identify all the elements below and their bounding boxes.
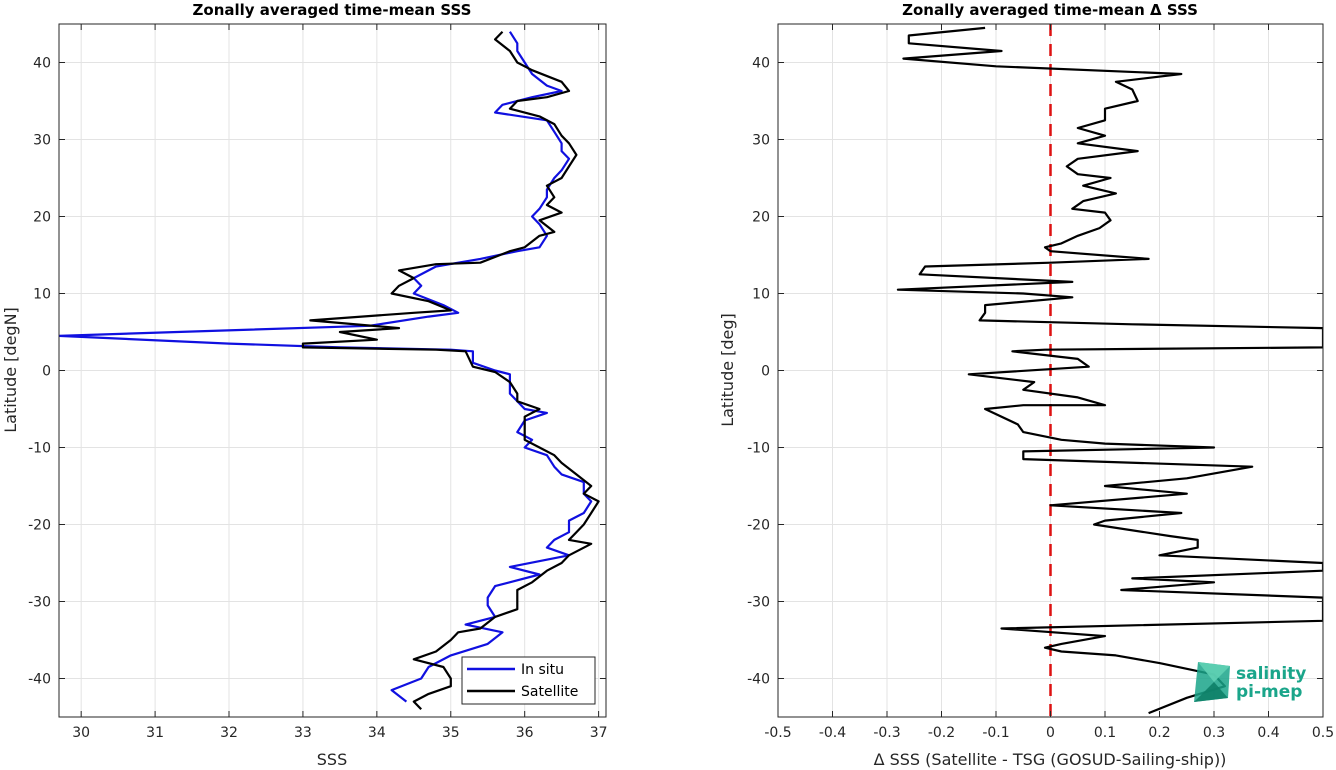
sss-x-tick-label: 31: [146, 725, 164, 741]
delta-sss-panel: -0.5 -0.4 -0.3 -0.2 -0.1 0 0.1 0.2 0.3 0.4 0.5 -40…: [718, 1, 1334, 769]
sss-y-tick-label: -10: [28, 441, 51, 457]
logo-text-line1: salinity: [1236, 664, 1306, 684]
sss-x-tick-label: 36: [516, 725, 534, 741]
delta-y-tick-label: 40: [752, 56, 770, 72]
delta-series-0-line: [896, 26, 1323, 715]
delta-x-tick-label: -0.4: [819, 725, 846, 741]
salinity-pi-mep-logo: salinity pi-mep: [1194, 662, 1306, 702]
sss-grid: [59, 24, 606, 717]
delta-y-axis-label: Latitude [deg]: [718, 313, 737, 427]
sss-x-ticks: 30 31 32 33 34 35 36 37: [72, 24, 608, 741]
sss-y-tick-label: -40: [28, 672, 51, 688]
sss-x-tick-label: 33: [294, 725, 312, 741]
sss-x-tick-label: 34: [368, 725, 386, 741]
delta-y-tick-label: -30: [747, 595, 770, 611]
delta-x-tick-label: -0.2: [928, 725, 955, 741]
delta-x-tick-label: 0.3: [1203, 725, 1225, 741]
delta-x-tick-label: -0.3: [873, 725, 900, 741]
sss-x-tick-label: 37: [590, 725, 608, 741]
sss-satellite-line: [301, 30, 600, 711]
delta-x-tick-label: -0.5: [764, 725, 791, 741]
delta-y-tick-label: 20: [752, 210, 770, 226]
delta-y-tick-label: -10: [747, 441, 770, 457]
delta-y-tick-label: -40: [747, 672, 770, 688]
delta-x-axis-label: Δ SSS (Satellite - TSG (GOSUD-Sailing-sh…: [874, 750, 1227, 769]
delta-x-tick-label: 0.1: [1094, 725, 1116, 741]
sss-y-tick-label: 30: [33, 133, 51, 149]
legend-satellite-label: Satellite: [521, 684, 578, 700]
sss-y-tick-label: 0: [42, 364, 51, 380]
logo-text-line2: pi-mep: [1236, 682, 1302, 702]
delta-x-tick-label: 0.5: [1312, 725, 1334, 741]
delta-y-ticks: -40 -30 -20 -10 0 10 20 30 40: [747, 56, 1323, 688]
delta-x-tick-label: -0.1: [982, 725, 1009, 741]
sss-y-ticks: -40 -30 -20 -10 0 10 20 30 40: [28, 56, 606, 688]
delta-series-layer: [896, 26, 1323, 715]
delta-y-tick-label: -20: [747, 518, 770, 534]
sss-x-tick-label: 32: [220, 725, 238, 741]
sss-series-layer: [59, 30, 600, 711]
delta-y-tick-label: 10: [752, 287, 770, 303]
legend-box: [461, 656, 596, 705]
legend: In situ Satellite: [461, 656, 596, 705]
delta-chart-title: Zonally averaged time-mean Δ SSS: [902, 1, 1198, 19]
sss-x-axis-label: SSS: [317, 750, 347, 769]
logo-mark-facet: [1198, 662, 1230, 682]
delta-x-tick-label: 0: [1046, 725, 1055, 741]
sss-y-axis-label: Latitude [degN]: [1, 307, 20, 433]
sss-y-tick-label: -30: [28, 595, 51, 611]
delta-x-tick-label: 0.4: [1257, 725, 1279, 741]
sss-y-tick-label: 40: [33, 56, 51, 72]
sss-chart-title: Zonally averaged time-mean SSS: [193, 1, 472, 19]
delta-y-tick-label: 0: [761, 364, 770, 380]
sss-y-tick-label: 10: [33, 287, 51, 303]
legend-in-situ-label: In situ: [521, 662, 564, 678]
logo-mark-shade: [1194, 682, 1228, 702]
delta-x-tick-label: 0.2: [1148, 725, 1170, 741]
delta-y-tick-label: 30: [752, 133, 770, 149]
delta-x-ticks: -0.5 -0.4 -0.3 -0.2 -0.1 0 0.1 0.2 0.3 0.4 0.5: [764, 24, 1334, 741]
sss-x-tick-label: 35: [442, 725, 460, 741]
sss-y-tick-label: 20: [33, 210, 51, 226]
sss-panel: 30 31 32 33 34 35 36 37 -40 -30 -20 -10 0 10 20 30 40 Z…: [1, 1, 608, 769]
sss-y-tick-label: -20: [28, 518, 51, 534]
sss-x-tick-label: 30: [72, 725, 90, 741]
